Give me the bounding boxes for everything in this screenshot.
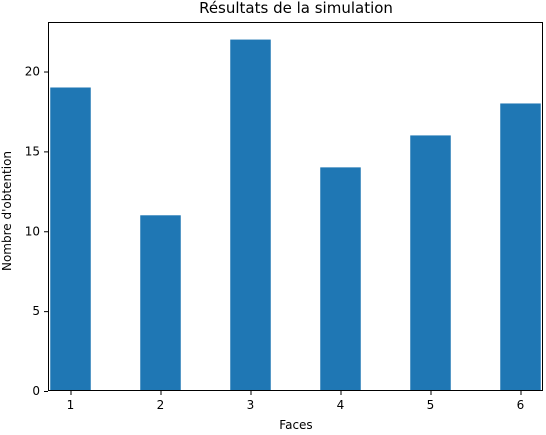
- bar-face-2: [140, 215, 181, 391]
- x-tick-label: 2: [157, 398, 165, 412]
- x-tick-label: 6: [517, 398, 525, 412]
- y-tick-label: 15: [25, 144, 40, 158]
- x-axis-label: Faces: [279, 418, 312, 431]
- y-tick-label: 10: [25, 224, 40, 238]
- bar-face-5: [410, 135, 451, 391]
- x-tick-label: 5: [427, 398, 435, 412]
- y-tick-label: 0: [32, 384, 40, 398]
- y-tick-label: 5: [32, 304, 40, 318]
- x-tick-label: 1: [67, 398, 75, 412]
- x-tick-label: 4: [337, 398, 345, 412]
- bar-face-6: [500, 103, 541, 391]
- x-tick-label: 3: [247, 398, 255, 412]
- bar-face-1: [50, 87, 91, 392]
- bars: [50, 39, 541, 392]
- y-axis: 0 5 10 15 20: [25, 65, 48, 398]
- x-axis: 1 2 3 4 5 6: [67, 391, 525, 412]
- plot-frame: [48, 22, 543, 391]
- y-tick-label: 20: [25, 65, 40, 79]
- chart-title: Résultats de la simulation: [199, 0, 393, 17]
- bar-face-3: [230, 39, 271, 391]
- y-axis-label: Nombre d'obtention: [0, 151, 14, 271]
- bar-face-4: [320, 167, 361, 391]
